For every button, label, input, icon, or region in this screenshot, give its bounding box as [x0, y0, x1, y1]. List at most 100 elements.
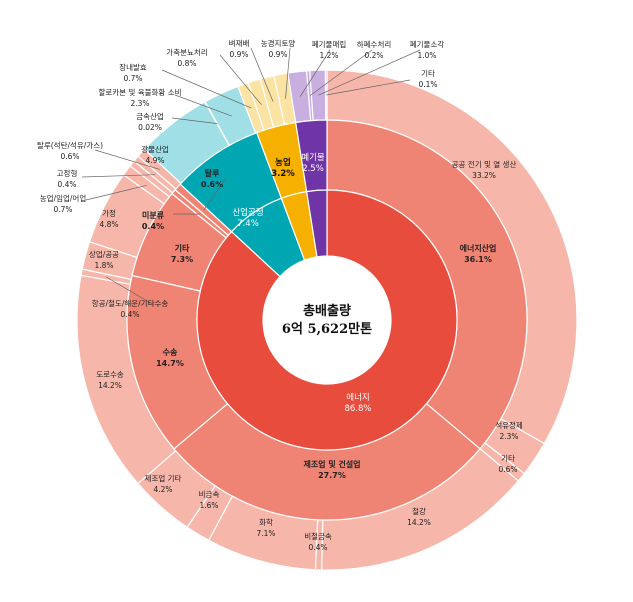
- outer-label-name: 농경지토양: [261, 38, 296, 48]
- outer-label-value: 1.2%: [319, 51, 338, 60]
- outer-label-name: 하폐수처리: [357, 39, 392, 49]
- outer-leader-벼재배: [250, 47, 274, 102]
- outer-leader-금속산업: [171, 117, 218, 124]
- middle-label-제조업-및-건설업: 제조업 및 건설업 27.7%: [303, 459, 360, 480]
- middle-label-탈루: 탈루 0.6%: [201, 168, 223, 189]
- center-value: 6억 5,622만톤: [282, 321, 372, 337]
- outer-label-화학: 화학 7.1%: [256, 517, 275, 538]
- middle-label-미분류: 미분류 0.4%: [142, 210, 165, 231]
- outer-label-농경지토양: 농경지토양 0.9%: [261, 38, 296, 59]
- middle-label-name: 탈루: [205, 168, 220, 178]
- middle-label-name: 기타: [175, 243, 190, 253]
- outer-label-name: 벼재배: [229, 38, 250, 48]
- outer-label-폐기물매립: 폐기물매립 1.2%: [312, 39, 347, 60]
- outer-label-value: 4.9%: [145, 156, 164, 165]
- outer-label-name: 폐기물소각: [410, 39, 445, 49]
- outer-label-name: 항공/철도/해운/기타수송: [92, 298, 169, 308]
- outer-label-value: 1.6%: [199, 501, 218, 510]
- middle-label-name: 미분류: [142, 210, 165, 220]
- outer-label-벼재배: 벼재배 0.9%: [229, 38, 250, 59]
- outer-label-value: 0.2%: [364, 51, 383, 60]
- inner-ring: [196, 189, 458, 451]
- outer-label-상업-공공: 상업/공공 1.8%: [89, 249, 119, 270]
- outer-label-name: 화학: [259, 517, 273, 527]
- outer-label-장내발효: 장내발효 0.7%: [119, 62, 147, 83]
- outer-leader-폐기물소각: [318, 49, 421, 96]
- outer-label-value: 2.3%: [499, 432, 518, 441]
- outer-label-value: 2.3%: [130, 99, 149, 108]
- outer-leader-기타: [326, 79, 411, 96]
- middle-label-value: 27.7%: [318, 471, 346, 480]
- outer-label-value: 0.8%: [177, 59, 196, 68]
- outer-leader-고정형: [81, 174, 156, 178]
- outer-label-금속산업: 금속산업 0.02%: [136, 111, 164, 132]
- outer-label-항공-철도-해운-기타수송: 항공/철도/해운/기타수송 0.4%: [92, 298, 169, 319]
- outer-label-name: 도로수송: [96, 370, 124, 379]
- outer-label-name: 제조업 기타: [145, 474, 182, 483]
- outer-label-고정형: 고정형 0.4%: [57, 168, 78, 189]
- outer-leader-농업-임업-어업: [85, 184, 147, 201]
- outer-label-할로카본-및-육불화황-소비: 할로카본 및 육불화황 소비 2.3%: [98, 87, 181, 108]
- outer-label-name: 공공 전기 및 열 생산: [452, 159, 517, 169]
- outer-label-name: 고정형: [57, 168, 78, 178]
- outer-label-value: 0.9%: [268, 50, 287, 59]
- middle-leader-탈루: [203, 177, 227, 211]
- middle-label-value: 0.6%: [201, 180, 223, 189]
- outer-label-name: 비금속: [199, 490, 220, 499]
- outer-label-value: 0.7%: [123, 74, 142, 83]
- inner-label-폐기물: 폐기물 2.5%: [301, 152, 325, 174]
- outer-leader-하폐수처리: [309, 49, 373, 96]
- inner-label-산업공정: 산업공정 7.4%: [232, 207, 263, 229]
- outer-label-value: 4.2%: [153, 485, 172, 494]
- outer-label-value: 7.1%: [256, 529, 275, 538]
- outer-label-name: 비철금속: [304, 531, 332, 541]
- outer-label-기타: 기타 0.1%: [418, 69, 437, 89]
- middle-label-value: 0.4%: [142, 222, 164, 231]
- inner-label-value: 2.5%: [302, 164, 324, 174]
- outer-label-name: 탈루(석탄/석유/가스): [37, 140, 103, 150]
- outer-label-폐기물소각: 폐기물소각 1.0%: [410, 39, 445, 60]
- middle-ring: [126, 119, 528, 521]
- outer-label-가정: 가정 4.8%: [99, 208, 118, 229]
- inner-label-name: 산업공정: [232, 207, 263, 218]
- middle-label-name: 제조업 및 건설업: [303, 459, 360, 469]
- outer-leader-농경지토양: [285, 47, 291, 99]
- inner-label-농업: 농업 3.2%: [271, 157, 295, 179]
- outer-label-석유정제: 석유정제 2.3%: [495, 420, 523, 441]
- middle-label-value: 14.7%: [156, 359, 184, 368]
- center-disc: [263, 256, 391, 384]
- outer-label-value: 33.2%: [472, 171, 496, 180]
- outer-label-도로수송: 도로수송 14.2%: [96, 370, 124, 390]
- outer-label-name: 폐기물매립: [312, 39, 347, 49]
- outer-label-기타: 기타 0.6%: [498, 454, 517, 474]
- outer-label-value: 1.0%: [417, 51, 436, 60]
- outer-label-name: 농업/임업/어업: [40, 193, 86, 203]
- outer-label-value: 0.4%: [57, 180, 76, 189]
- leader-lines: [81, 47, 421, 306]
- outer-ring: [76, 69, 578, 571]
- outer-label-value: 0.9%: [229, 50, 248, 59]
- middle-label-기타: 기타 7.3%: [171, 243, 193, 264]
- outer-label-비철금속: 비철금속 0.4%: [304, 531, 332, 552]
- center-title: 총배출량: [303, 303, 351, 319]
- outer-label-name: 기타: [421, 69, 435, 78]
- outer-label-탈루-석탄-석유-가스: 탈루(석탄/석유/가스) 0.6%: [37, 140, 103, 161]
- outer-leader-할로카본-및-육불화황-소비: [174, 94, 232, 117]
- inner-label-value: 86.8%: [344, 404, 371, 414]
- inner-label-value: 3.2%: [271, 169, 295, 179]
- inner-label-name: 에너지: [346, 392, 369, 403]
- outer-label-value: 4.8%: [99, 220, 118, 229]
- outer-label-value: 0.6%: [60, 152, 79, 161]
- outer-label-name: 할로카본 및 육불화황 소비: [98, 87, 181, 97]
- outer-leader-가축분뇨처리: [219, 54, 262, 106]
- outer-label-name: 석유정제: [495, 420, 523, 430]
- outer-label-name: 기타: [501, 454, 515, 463]
- segment-labels: 에너지 86.8% 산업공정 7.4% 농업 3.2% 폐기물 2.5% 에너지산업 36.1% 제…: [37, 38, 523, 552]
- outer-label-가축분뇨처리: 가축분뇨처리 0.8%: [166, 48, 207, 68]
- outer-leader-항공-철도-해운-기타수송: [106, 276, 155, 306]
- inner-label-name: 농업: [275, 157, 291, 168]
- outer-label-name: 장내발효: [119, 62, 147, 72]
- middle-label-수송: 수송 14.7%: [156, 347, 184, 368]
- outer-label-제조업-기타: 제조업 기타 4.2%: [145, 474, 182, 494]
